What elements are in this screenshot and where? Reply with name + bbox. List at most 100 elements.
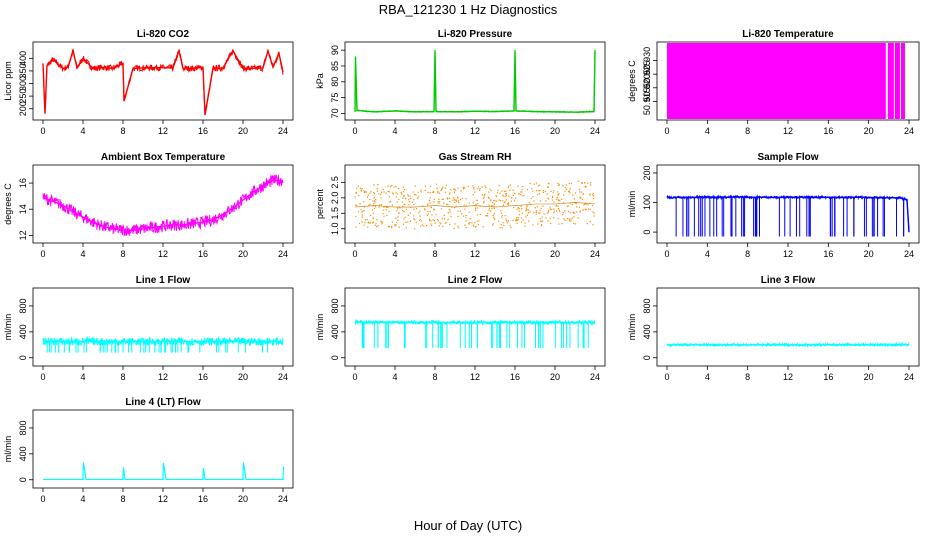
- rh-point: [437, 190, 439, 192]
- rh-point: [515, 220, 517, 222]
- rh-point: [521, 212, 524, 214]
- rh-point: [358, 194, 360, 197]
- y-tick-label: 50.925: [642, 60, 652, 88]
- rh-point: [481, 194, 483, 196]
- rh-point: [368, 204, 370, 206]
- rh-point: [479, 189, 481, 191]
- y-tick-label: 200: [642, 165, 652, 180]
- rh-point: [489, 188, 491, 190]
- rh-point: [587, 208, 590, 210]
- rh-point: [547, 198, 550, 200]
- rh-point: [445, 222, 447, 224]
- rh-point: [507, 220, 509, 222]
- rh-point: [520, 217, 522, 219]
- rh-point: [547, 186, 549, 188]
- rh-point: [374, 201, 376, 203]
- rh-point: [519, 193, 521, 196]
- rh-point: [433, 198, 435, 200]
- rh-point: [441, 198, 443, 200]
- rh-point: [550, 190, 552, 193]
- rh-point: [430, 223, 432, 225]
- temperature-fill-block: [887, 43, 894, 119]
- y-tick-label: 2.0: [330, 192, 340, 205]
- rh-point: [493, 203, 495, 205]
- rh-point: [491, 204, 493, 207]
- rh-point: [473, 188, 475, 190]
- rh-point: [462, 186, 464, 188]
- rh-point: [553, 190, 555, 192]
- plot-frame: [656, 164, 920, 244]
- x-tick-label: 24: [904, 372, 914, 382]
- rh-point: [361, 221, 363, 223]
- rh-point: [500, 210, 502, 212]
- x-tick-label: 24: [278, 126, 288, 136]
- rh-point: [505, 194, 507, 196]
- rh-point: [538, 193, 541, 195]
- rh-point: [579, 210, 582, 212]
- plot-frame: [32, 287, 294, 367]
- plot-area: [42, 48, 284, 116]
- panel-title: Line 1 Flow: [136, 275, 191, 286]
- rh-point: [431, 224, 433, 227]
- rh-point: [377, 183, 379, 186]
- rh-point: [538, 190, 540, 192]
- panel-4: Ambient Box Temperature degrees C 0 4 8 12 16 2…: [3, 152, 294, 259]
- rh-point: [492, 216, 495, 218]
- x-tick-label: 0: [352, 126, 357, 136]
- rh-point: [523, 195, 525, 197]
- panel-8: Line 2 Flow ml/min 0 4 8 12 16 20 24 0 400 800: [315, 275, 606, 382]
- rh-point: [455, 189, 457, 191]
- rh-point: [449, 192, 451, 194]
- rh-point: [449, 201, 451, 203]
- plot-area: [667, 43, 905, 119]
- rh-point: [476, 220, 478, 222]
- rh-point: [427, 191, 429, 194]
- rh-point: [573, 212, 575, 214]
- rh-point: [444, 191, 447, 193]
- rh-point: [499, 227, 501, 229]
- rh-point: [391, 221, 393, 223]
- rh-point: [552, 192, 554, 194]
- rh-point: [526, 188, 529, 191]
- rh-point: [574, 223, 576, 225]
- rh-point: [386, 206, 388, 208]
- rh-point: [564, 190, 566, 192]
- rh-point: [584, 182, 586, 184]
- rh-point: [408, 199, 410, 201]
- rh-point: [447, 212, 449, 214]
- rh-point: [578, 206, 581, 208]
- rh-point: [590, 184, 592, 186]
- rh-point: [453, 188, 455, 190]
- rh-point: [503, 224, 505, 227]
- x-tick-label: 4: [705, 126, 710, 136]
- rh-point: [513, 207, 515, 209]
- rh-point: [517, 217, 519, 219]
- rh-point: [517, 185, 519, 187]
- rh-point: [413, 215, 415, 217]
- y-tick-label: 100: [642, 195, 652, 210]
- rh-point: [438, 225, 441, 227]
- rh-point: [504, 201, 506, 203]
- rh-point: [356, 204, 358, 207]
- rh-point: [553, 210, 556, 212]
- rh-point: [429, 219, 431, 221]
- rh-point: [355, 192, 357, 194]
- y-tick-label: 800: [18, 298, 28, 313]
- rh-point: [477, 223, 479, 226]
- rh-point: [521, 195, 523, 197]
- rh-point: [392, 193, 394, 195]
- rh-point: [532, 196, 534, 198]
- rh-point: [495, 195, 498, 197]
- rh-point: [553, 217, 555, 219]
- x-tick-label: 16: [823, 372, 833, 382]
- rh-point: [535, 213, 537, 215]
- rh-point: [407, 214, 409, 216]
- rh-point: [542, 191, 544, 194]
- rh-point: [544, 191, 546, 193]
- x-tick-label: 16: [198, 126, 208, 136]
- rh-point: [413, 199, 415, 201]
- panel-5: Gas Stream RH percent 0 4 8 12 16 20 24 1.0 1.5 2.0…: [315, 152, 606, 259]
- rh-point: [492, 214, 494, 216]
- rh-point: [464, 224, 466, 226]
- x-tick-label: 4: [80, 249, 85, 259]
